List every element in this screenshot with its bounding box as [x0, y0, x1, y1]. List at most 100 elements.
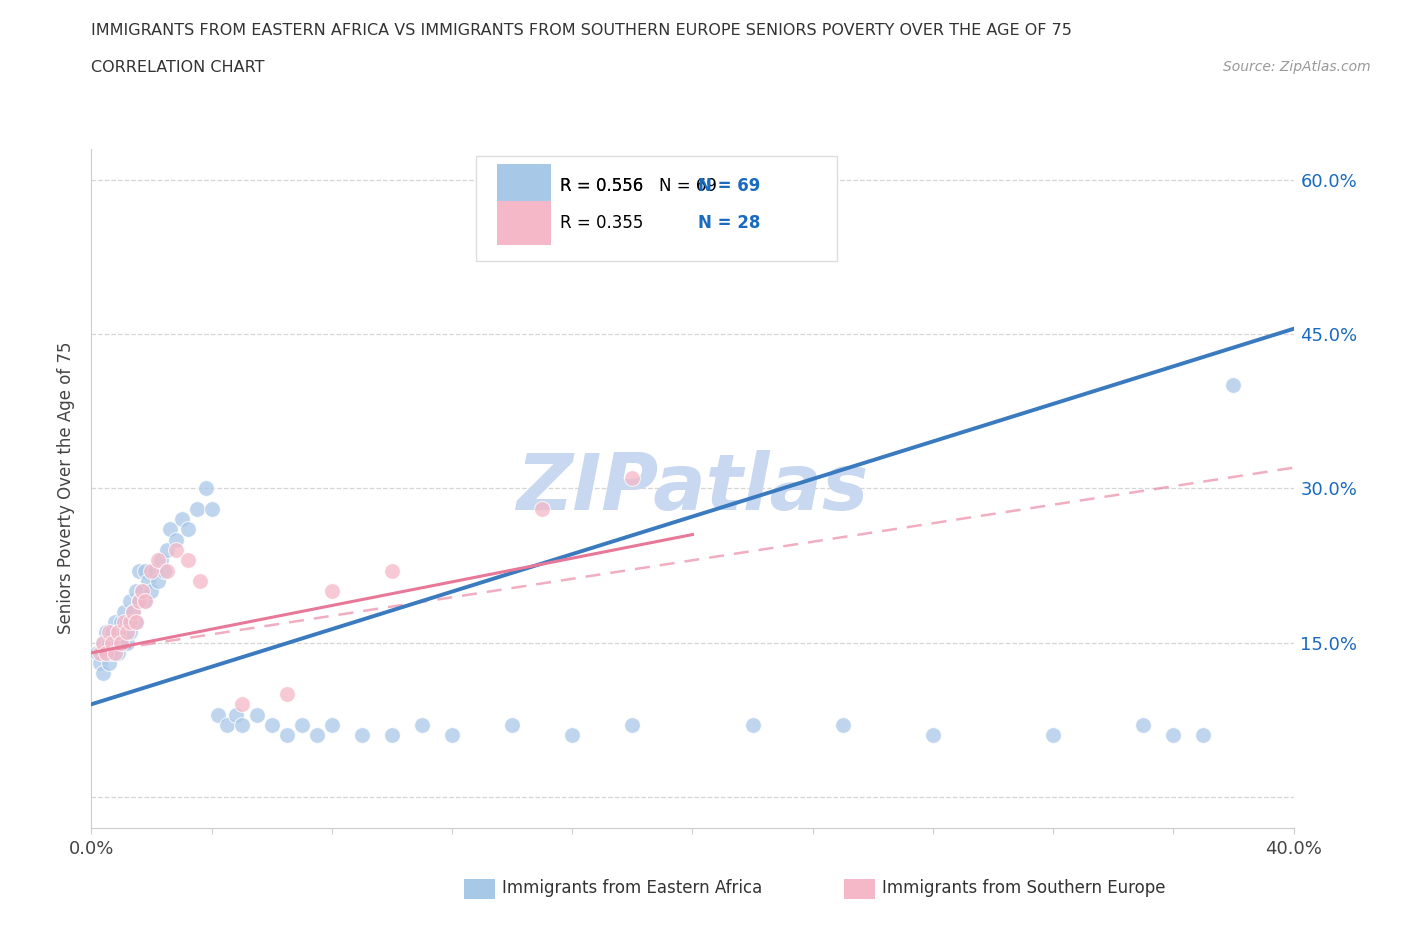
Point	[561, 727, 583, 742]
Point	[93, 635, 115, 650]
Text: Source: ZipAtlas.com: Source: ZipAtlas.com	[1223, 60, 1371, 74]
Point	[411, 717, 433, 732]
Point	[101, 645, 124, 660]
Point	[120, 625, 142, 640]
Point	[155, 563, 177, 578]
FancyBboxPatch shape	[496, 201, 551, 246]
Point	[231, 717, 253, 732]
Point	[321, 584, 343, 599]
Point	[146, 552, 169, 567]
Point	[107, 625, 129, 640]
Point	[440, 727, 463, 742]
Point	[131, 584, 153, 599]
FancyBboxPatch shape	[496, 165, 551, 208]
Point	[170, 512, 193, 526]
Point	[98, 656, 121, 671]
Point	[621, 717, 644, 732]
Text: N = 69: N = 69	[699, 178, 761, 195]
Point	[350, 727, 373, 742]
Point	[215, 717, 238, 732]
Point	[225, 707, 247, 722]
Point	[1161, 727, 1184, 742]
FancyBboxPatch shape	[477, 155, 837, 260]
Point	[321, 717, 343, 732]
Point	[98, 625, 121, 640]
Point	[128, 563, 150, 578]
Point	[246, 707, 269, 722]
Text: R = 0.556   N = 69: R = 0.556 N = 69	[560, 178, 717, 195]
Point	[159, 522, 181, 537]
Text: CORRELATION CHART: CORRELATION CHART	[91, 60, 264, 75]
Point	[134, 594, 156, 609]
Point	[117, 615, 139, 630]
Point	[104, 615, 127, 630]
Point	[741, 717, 763, 732]
Point	[134, 594, 156, 609]
Text: N = 28: N = 28	[699, 214, 761, 232]
Point	[176, 522, 198, 537]
Point	[110, 635, 132, 650]
Point	[122, 604, 145, 619]
Point	[1042, 727, 1064, 742]
Point	[128, 594, 150, 609]
Point	[922, 727, 945, 742]
Point	[501, 717, 523, 732]
Point	[276, 686, 298, 701]
Point	[165, 532, 187, 547]
Text: IMMIGRANTS FROM EASTERN AFRICA VS IMMIGRANTS FROM SOUTHERN EUROPE SENIORS POVERT: IMMIGRANTS FROM EASTERN AFRICA VS IMMIGR…	[91, 23, 1073, 38]
Y-axis label: Seniors Poverty Over the Age of 75: Seniors Poverty Over the Age of 75	[58, 342, 76, 634]
Point	[381, 727, 404, 742]
Point	[165, 542, 187, 557]
Point	[1192, 727, 1215, 742]
Point	[143, 563, 166, 578]
Point	[110, 635, 132, 650]
Point	[138, 574, 160, 589]
Point	[155, 542, 177, 557]
Point	[231, 697, 253, 711]
Point	[93, 635, 115, 650]
Point	[96, 645, 118, 660]
Point	[207, 707, 229, 722]
Point	[831, 717, 853, 732]
Point	[104, 645, 127, 660]
Point	[276, 727, 298, 742]
Point	[120, 615, 142, 630]
Point	[101, 635, 124, 650]
Point	[89, 656, 111, 671]
Point	[152, 563, 174, 578]
Point	[101, 625, 124, 640]
Point	[149, 552, 172, 567]
Point	[110, 615, 132, 630]
Point	[114, 615, 136, 630]
Point	[117, 635, 139, 650]
Point	[125, 615, 148, 630]
Text: R = 0.355: R = 0.355	[560, 214, 644, 232]
Point	[86, 645, 108, 660]
Text: R = 0.556: R = 0.556	[560, 178, 644, 195]
Point	[1222, 378, 1244, 392]
Point	[114, 604, 136, 619]
Point	[194, 481, 217, 496]
Point	[98, 635, 121, 650]
Text: Immigrants from Southern Europe: Immigrants from Southern Europe	[882, 879, 1166, 897]
Point	[117, 625, 139, 640]
Point	[141, 563, 163, 578]
Point	[114, 625, 136, 640]
Point	[104, 635, 127, 650]
Point	[531, 501, 554, 516]
Point	[1132, 717, 1154, 732]
Point	[96, 645, 118, 660]
Point	[107, 625, 129, 640]
Point	[201, 501, 224, 516]
Point	[305, 727, 328, 742]
Point	[120, 594, 142, 609]
Point	[93, 666, 115, 681]
Point	[122, 604, 145, 619]
Point	[188, 574, 211, 589]
Text: Immigrants from Eastern Africa: Immigrants from Eastern Africa	[502, 879, 762, 897]
Point	[186, 501, 208, 516]
Point	[146, 574, 169, 589]
Point	[260, 717, 283, 732]
Point	[381, 563, 404, 578]
Point	[621, 471, 644, 485]
